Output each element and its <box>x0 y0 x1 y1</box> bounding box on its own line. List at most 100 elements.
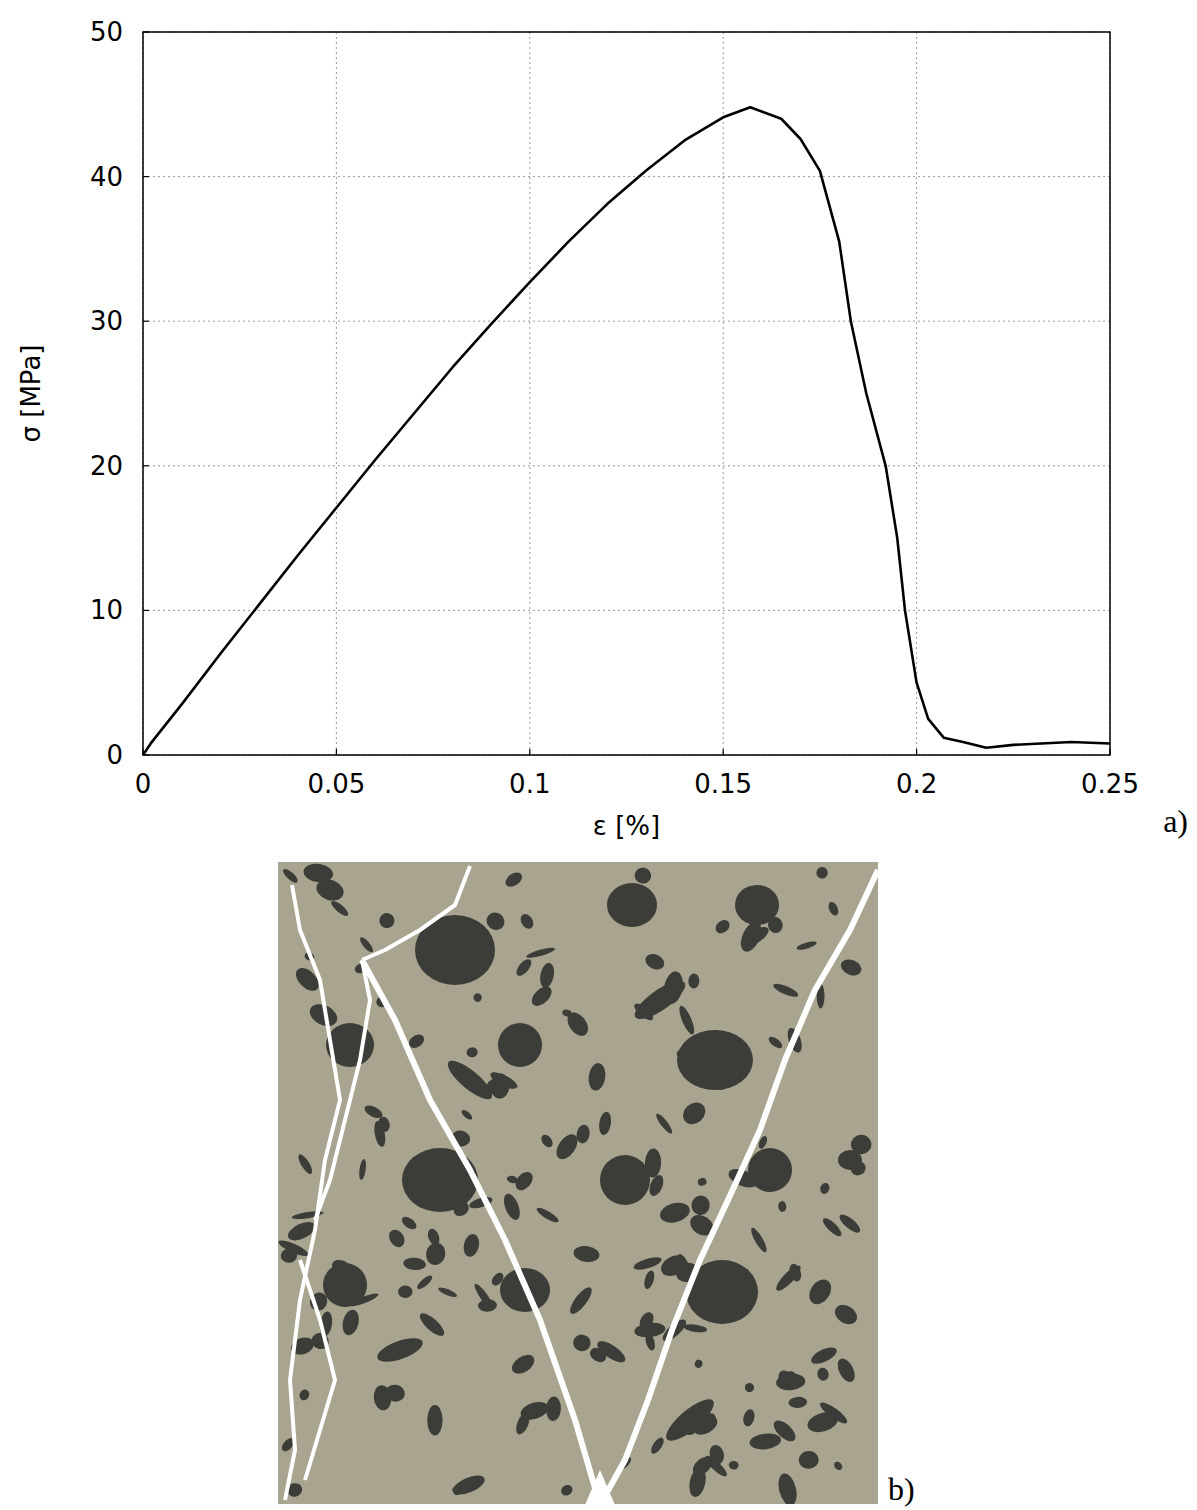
aggregate <box>559 1483 574 1498</box>
aggregate <box>451 1199 472 1219</box>
aggregate <box>575 1124 591 1145</box>
aggregate <box>679 1098 710 1129</box>
aggregate <box>688 973 700 988</box>
aggregate <box>501 1192 523 1222</box>
aggregate <box>539 1133 555 1150</box>
aggregate <box>809 1344 839 1367</box>
aggregate <box>567 1284 596 1317</box>
aggregate <box>503 869 525 889</box>
x-tick <box>916 749 917 755</box>
aggregate <box>632 1255 663 1273</box>
aggregate <box>538 962 556 989</box>
crack <box>300 1260 335 1480</box>
aggregate <box>848 1159 868 1178</box>
aggregate <box>775 1472 799 1504</box>
aggregate <box>518 1399 550 1423</box>
aggregate <box>637 1310 657 1332</box>
aggregate <box>738 923 772 951</box>
aggregate <box>498 1023 542 1067</box>
panel-label: b) <box>888 1471 915 1507</box>
aggregate <box>798 1451 819 1470</box>
aggregate <box>514 957 535 979</box>
aggregate <box>483 909 508 934</box>
aggregate <box>708 1443 726 1465</box>
aggregate <box>427 1405 442 1436</box>
aggregate <box>832 1460 844 1472</box>
aggregate <box>772 981 800 999</box>
y-grid-line <box>143 465 1110 466</box>
aggregate <box>770 1417 799 1445</box>
aggregate <box>766 915 784 934</box>
x-tick <box>336 749 337 755</box>
plot-frame <box>143 32 1110 755</box>
x-tick-label: 0.1 <box>509 769 550 799</box>
aggregate <box>378 912 395 929</box>
aggregate <box>437 1286 458 1299</box>
aggregate <box>782 1370 797 1385</box>
mortar <box>278 862 878 1504</box>
aggregate <box>754 893 775 917</box>
aggregate <box>700 1068 729 1093</box>
aggregate <box>644 1332 657 1351</box>
aggregate <box>281 867 300 885</box>
x-tick-label: 0.15 <box>694 769 752 799</box>
aggregate <box>649 1435 667 1455</box>
y-tick <box>143 465 149 466</box>
aggregate <box>443 1055 497 1105</box>
y-tick <box>143 31 149 32</box>
aggregate <box>552 1131 581 1163</box>
aggregate <box>749 1432 782 1451</box>
crack <box>600 870 878 1504</box>
aggregate <box>587 1062 607 1092</box>
aggregate <box>816 867 828 879</box>
y-tick-label: 50 <box>90 17 123 47</box>
y-tick <box>143 321 149 322</box>
aggregate <box>658 1251 690 1280</box>
aggregate <box>674 1255 686 1274</box>
aggregate <box>690 1301 706 1312</box>
aggregate <box>563 1009 592 1040</box>
y-tick <box>143 754 149 755</box>
aggregate <box>820 1216 844 1239</box>
plot-background <box>143 32 1110 755</box>
aggregate <box>788 1396 807 1409</box>
aggregate <box>403 1257 427 1271</box>
aggregate <box>598 1111 613 1136</box>
aggregate <box>573 1244 601 1263</box>
aggregate <box>697 1177 707 1187</box>
crack <box>362 866 470 960</box>
figure: 00.050.10.150.20.2501020304050ε [%]σ [MP… <box>0 0 1197 1510</box>
x-axis-title: ε [%] <box>593 811 660 841</box>
aggregate <box>831 1301 860 1328</box>
y-tick-label: 0 <box>106 740 123 770</box>
aggregate <box>484 1077 502 1096</box>
x-tick-label: 0.25 <box>1081 769 1139 799</box>
aggregate <box>644 1148 661 1178</box>
y-axis-title: σ [MPa] <box>16 345 46 443</box>
aggregate <box>677 1004 698 1036</box>
aggregate <box>400 1214 419 1231</box>
y-tick-label: 10 <box>90 595 123 625</box>
crack <box>362 960 600 1504</box>
x-tick-label: 0.2 <box>896 769 937 799</box>
aggregate <box>302 862 334 884</box>
aggregate <box>358 936 375 954</box>
aggregate <box>713 917 732 936</box>
aggregate <box>348 1291 379 1308</box>
aggregate <box>473 993 482 1002</box>
aggregate <box>372 1120 387 1148</box>
y-tick-label: 30 <box>90 306 123 336</box>
aggregate <box>720 1057 746 1083</box>
aggregate <box>386 1227 408 1250</box>
aggregate <box>506 1175 519 1185</box>
aggregate <box>278 1238 310 1259</box>
aggregate <box>687 1466 708 1499</box>
x-grid-line <box>723 32 724 755</box>
x-tick <box>723 749 724 755</box>
aggregate <box>778 1201 787 1213</box>
y-grid-line <box>143 610 1110 611</box>
specimen-image <box>278 862 878 1504</box>
aggregate <box>817 1399 849 1426</box>
aggregate <box>526 946 556 960</box>
aggregate <box>478 1299 498 1312</box>
